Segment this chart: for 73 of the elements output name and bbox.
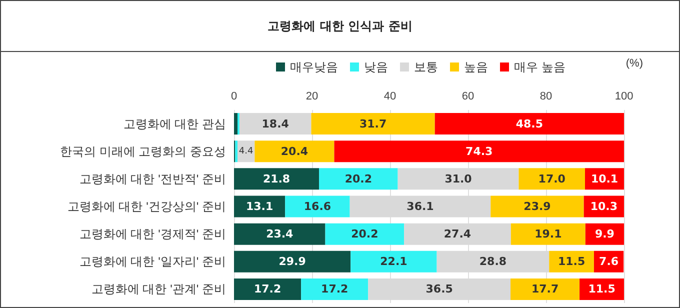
data-label: 23.9 (524, 200, 551, 213)
y-tick-label: 고령화에 대한 '경제적' 준비 (79, 227, 226, 242)
data-label: 20.4 (280, 144, 308, 158)
data-label: 10.1 (590, 172, 618, 186)
bar (234, 223, 326, 245)
data-label: 29.9 (278, 255, 306, 268)
bar (234, 196, 286, 218)
data-label: 17.2 (254, 282, 282, 296)
data-label: 9.9 (594, 228, 614, 241)
data-label: 7.6 (599, 255, 619, 268)
legend-label: 낮음 (364, 60, 388, 74)
x-tick-label: 100 (614, 90, 634, 102)
data-label: 28.8 (479, 255, 507, 268)
x-tick-label: 80 (540, 90, 552, 102)
chart-title: 고령화에 대한 인식과 준비 (1, 1, 679, 52)
data-label: 31.0 (444, 172, 472, 186)
bar (234, 278, 302, 300)
y-tick-label: 고령화에 대한 '건강상의' 준비 (67, 200, 226, 214)
data-label: 13.1 (246, 200, 274, 213)
x-tick-label: 40 (384, 90, 396, 102)
data-label: 20.2 (351, 228, 378, 241)
y-tick-label: 한국의 미래에 고령화의 중요성 (60, 144, 226, 158)
data-label: 16.6 (304, 200, 332, 213)
data-label: 36.1 (406, 200, 434, 213)
data-label: 11.5 (588, 282, 616, 296)
text: (%) (626, 58, 644, 70)
data-label: 27.4 (444, 228, 472, 241)
x-tick-label: 20 (306, 90, 318, 102)
bar (239, 113, 312, 135)
data-label: 22.1 (380, 255, 408, 268)
bar (334, 140, 624, 162)
bar (490, 196, 584, 218)
y-tick-label: 고령화에 대한 '관계' 준비 (91, 282, 226, 296)
bar (285, 196, 350, 218)
bar (234, 250, 351, 272)
y-tick-label: 고령화에 대한 관심 (123, 116, 226, 131)
data-label: 20.2 (344, 172, 372, 186)
bar (549, 250, 594, 272)
x-tick-label: 60 (462, 90, 474, 102)
bar (510, 278, 580, 300)
data-label: 10.3 (590, 200, 618, 213)
data-label: 31.7 (359, 117, 387, 130)
data-label: 11.5 (558, 255, 586, 268)
data-label: 17.2 (321, 282, 348, 296)
bar (319, 168, 398, 190)
bar (518, 168, 585, 190)
legend-label: 높음 (464, 60, 488, 74)
bar (350, 250, 437, 272)
y-tick-label: 고령화에 대한 '일자리' 준비 (79, 254, 226, 269)
y-tick-label: 고령화에 대한 '전반적' 준비 (79, 172, 226, 186)
data-label: 17.7 (531, 282, 559, 296)
data-label: 23.4 (266, 228, 294, 241)
data-label: 48.5 (516, 117, 543, 130)
bar (434, 113, 624, 135)
data-label: 17.0 (538, 172, 566, 186)
data-label: 36.5 (426, 282, 453, 296)
bar (254, 140, 334, 162)
data-label: 19.1 (534, 228, 562, 241)
legend-label: 보통 (414, 60, 438, 74)
bar (301, 278, 368, 300)
bar (235, 140, 238, 162)
data-label: 74.3 (466, 144, 493, 158)
data-label: 21.8 (262, 172, 290, 186)
legend-label: 매우낮음 (290, 60, 338, 74)
x-tick-label: 0 (230, 90, 238, 102)
bar (234, 113, 238, 135)
bar (234, 168, 320, 190)
bar (510, 223, 586, 245)
bar (311, 113, 435, 135)
data-label: 4.4 (238, 146, 254, 156)
legend-label: 매우 높음 (514, 60, 566, 74)
bar (325, 223, 404, 245)
data-label: 18.4 (262, 117, 290, 130)
